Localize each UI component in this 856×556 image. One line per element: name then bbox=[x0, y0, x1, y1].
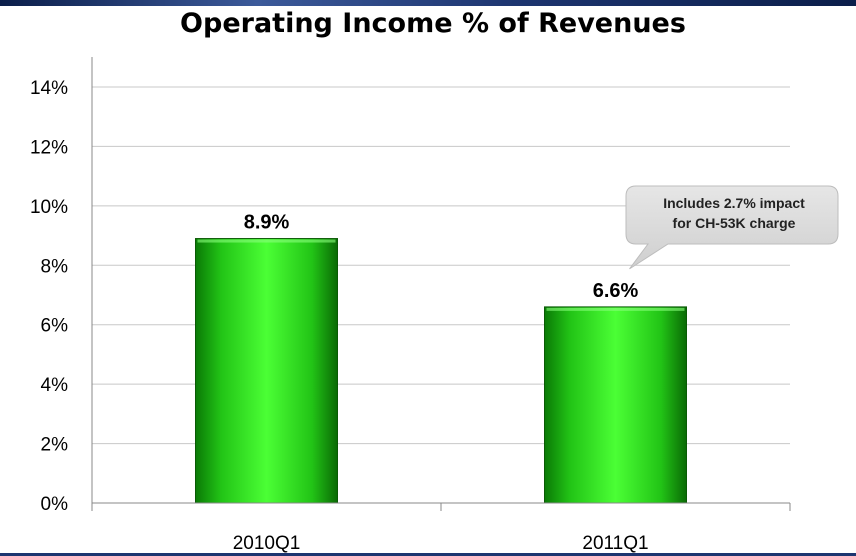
x-tick-label: 2010Q1 bbox=[233, 533, 301, 554]
y-tick-label: 8% bbox=[41, 256, 69, 277]
y-tick-label: 14% bbox=[30, 78, 68, 99]
annotations: Includes 2.7% impact for CH-53K charge bbox=[625, 185, 839, 270]
x-tick-label: 2011Q1 bbox=[582, 533, 648, 554]
bar-highlight bbox=[546, 307, 685, 311]
bar bbox=[195, 238, 338, 504]
y-tick-label: 10% bbox=[30, 197, 68, 218]
y-tick-label: 4% bbox=[41, 375, 69, 396]
y-tick-label: 0% bbox=[41, 494, 69, 515]
top-band bbox=[0, 0, 856, 6]
chart-title: Operating Income % of Revenues bbox=[180, 8, 686, 39]
data-label: 6.6% bbox=[593, 280, 639, 302]
callout-text: for CH-53K charge bbox=[673, 215, 796, 231]
bar-highlight bbox=[197, 239, 336, 243]
y-tick-label: 6% bbox=[41, 316, 69, 337]
bar bbox=[544, 306, 687, 504]
y-axis: 0% 2% 4% 6% 8% 10% 12% 14% bbox=[30, 57, 93, 515]
bars: 8.9% 6.6% bbox=[195, 212, 687, 504]
x-axis: 2010Q1 2011Q1 bbox=[91, 502, 791, 554]
y-tick-label: 12% bbox=[30, 137, 68, 158]
bottom-rule bbox=[0, 553, 856, 556]
data-label: 8.9% bbox=[244, 212, 290, 234]
y-tick-label: 2% bbox=[41, 435, 69, 456]
callout-text: Includes 2.7% impact bbox=[663, 195, 805, 211]
callout-box bbox=[625, 185, 839, 270]
